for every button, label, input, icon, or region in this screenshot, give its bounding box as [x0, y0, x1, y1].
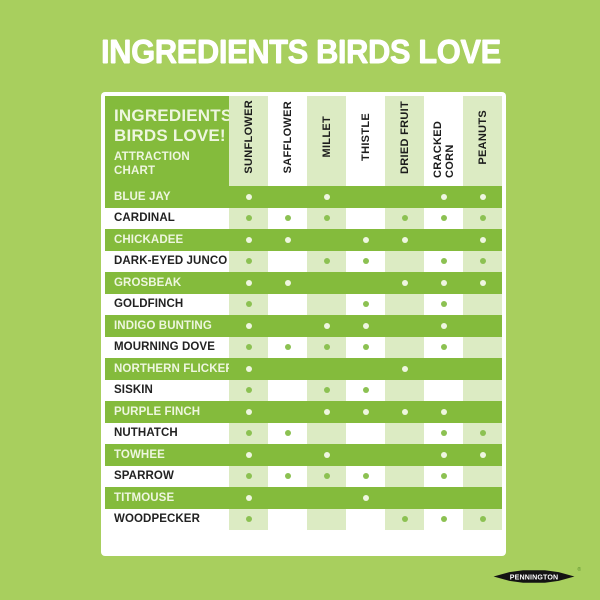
svg-text:PENNINGTON: PENNINGTON	[510, 574, 559, 582]
